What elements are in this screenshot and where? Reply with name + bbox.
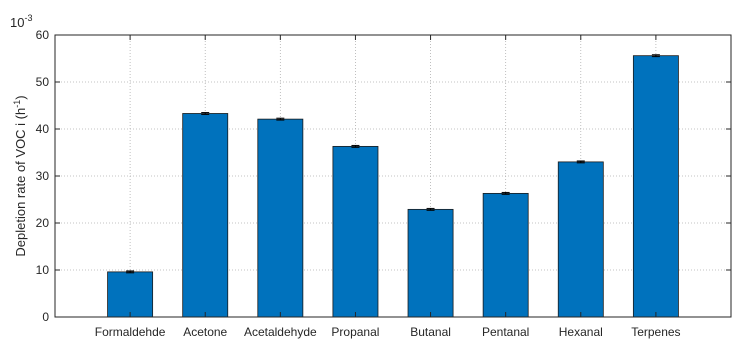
y-tick-label: 10 <box>36 263 50 277</box>
bar-butanal <box>407 208 454 318</box>
bars <box>107 54 679 318</box>
x-tick-label: Propanal <box>331 325 379 339</box>
y-scale-factor: 10-3 <box>10 13 32 30</box>
x-tick-label: Pentanal <box>482 325 529 339</box>
y-tick-label: 0 <box>42 310 49 324</box>
x-tick-label: Hexanal <box>559 325 603 339</box>
bar-pentanal <box>482 192 529 318</box>
axes-box <box>54 34 732 318</box>
y-tick-label: 30 <box>36 169 50 183</box>
grid-lines <box>55 35 731 317</box>
bar-acetone <box>182 113 229 318</box>
y-tick-label: 50 <box>36 75 50 89</box>
bar-hexanal <box>557 161 604 318</box>
bar-propanal <box>332 145 379 318</box>
y-tick-label: 20 <box>36 216 50 230</box>
y-tick-label: 60 <box>36 28 50 42</box>
x-tick-label: Formaldehde <box>95 325 166 339</box>
bar-acetaldehyde <box>257 118 304 318</box>
axis-ticks: 0 10 20 30 40 50 60 Formaldehde Acetone Acetaldeh… <box>36 28 731 339</box>
x-tick-label: Acetaldehyde <box>244 325 317 339</box>
x-tick-label: Acetone <box>183 325 227 339</box>
x-tick-label: Terpenes <box>631 325 680 339</box>
x-tick-label: Butanal <box>410 325 451 339</box>
bar-formaldehde <box>107 271 154 318</box>
bar-terpenes <box>632 55 679 318</box>
y-axis-label: Depletion rate of VOC i (h-1) <box>12 95 28 256</box>
y-tick-label: 40 <box>36 122 50 136</box>
